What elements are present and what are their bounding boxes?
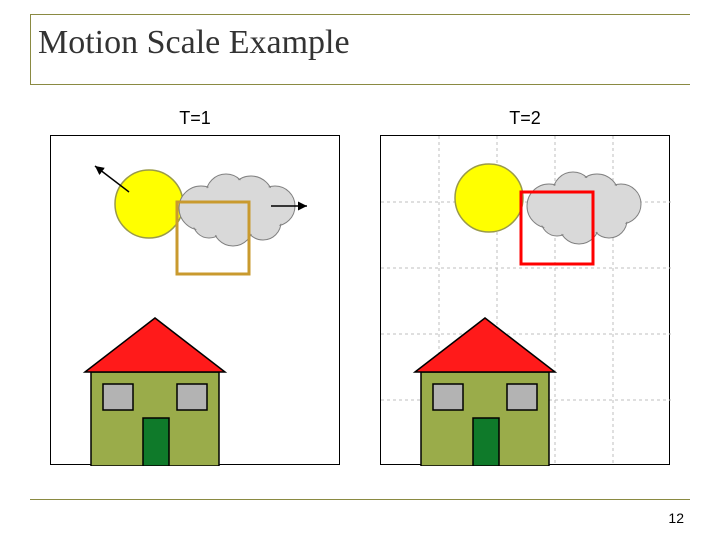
scene-svg xyxy=(381,136,671,466)
house-icon xyxy=(415,318,555,466)
scene-svg xyxy=(51,136,341,466)
cloud-icon xyxy=(527,172,641,244)
sun-icon xyxy=(455,164,523,232)
panel-t1: T=1 xyxy=(50,108,340,465)
house-window xyxy=(433,384,463,410)
house-icon xyxy=(85,318,225,466)
title-rule-bottom xyxy=(30,84,690,85)
panel-label: T=2 xyxy=(380,108,670,129)
cloud-icon xyxy=(179,174,295,246)
panel-frame xyxy=(380,135,670,465)
panels-row: T=1 T=2 xyxy=(50,108,670,465)
house-window xyxy=(177,384,207,410)
house-window xyxy=(507,384,537,410)
page-number: 12 xyxy=(668,510,684,526)
slide-title: Motion Scale Example xyxy=(38,24,350,62)
title-rule-top xyxy=(30,14,690,15)
bottom-rule xyxy=(30,499,690,500)
panel-frame xyxy=(50,135,340,465)
house-door xyxy=(143,418,169,466)
title-rule-vertical xyxy=(30,14,31,84)
house-window xyxy=(103,384,133,410)
slide: Motion Scale Example T=1 T=2 12 xyxy=(0,0,720,540)
house-door xyxy=(473,418,499,466)
panel-t2: T=2 xyxy=(380,108,670,465)
motion-arrow-icon xyxy=(95,166,129,192)
panel-label: T=1 xyxy=(50,108,340,129)
sun-icon xyxy=(115,170,183,238)
